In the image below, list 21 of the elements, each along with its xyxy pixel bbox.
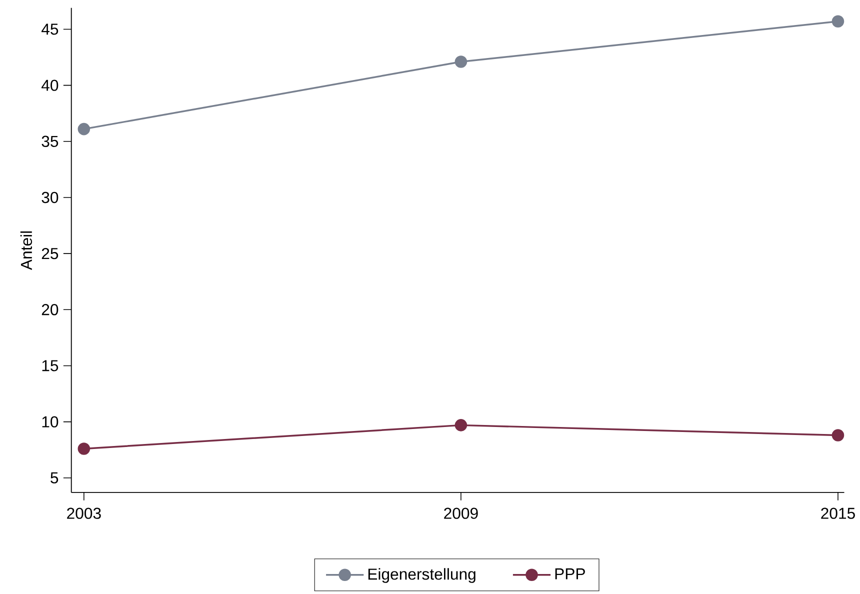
y-tick-label: 15 <box>42 360 58 372</box>
point <box>832 429 844 442</box>
x-tick-label: 2015 <box>821 508 855 520</box>
y-tick-label: 25 <box>42 248 58 260</box>
y-tick-label: 30 <box>42 192 58 204</box>
y-tick-label: 10 <box>42 416 58 428</box>
y-tick-label: 20 <box>42 304 58 316</box>
point <box>78 123 90 136</box>
x-tick-label: 2003 <box>67 508 101 520</box>
point <box>78 442 90 456</box>
y-tick-label: 45 <box>42 24 58 35</box>
x-tick-label: 2009 <box>444 508 478 520</box>
y-axis-title: Anteil <box>20 232 32 270</box>
y-tick-label: 40 <box>42 80 58 92</box>
y-tick-label: 5 <box>50 472 58 484</box>
point <box>454 56 468 68</box>
legend-label: Eigenerstellung <box>368 568 476 584</box>
y-tick-label: 35 <box>42 136 58 148</box>
point <box>832 15 844 28</box>
point <box>454 419 468 432</box>
legend-label: PPP <box>555 568 585 580</box>
